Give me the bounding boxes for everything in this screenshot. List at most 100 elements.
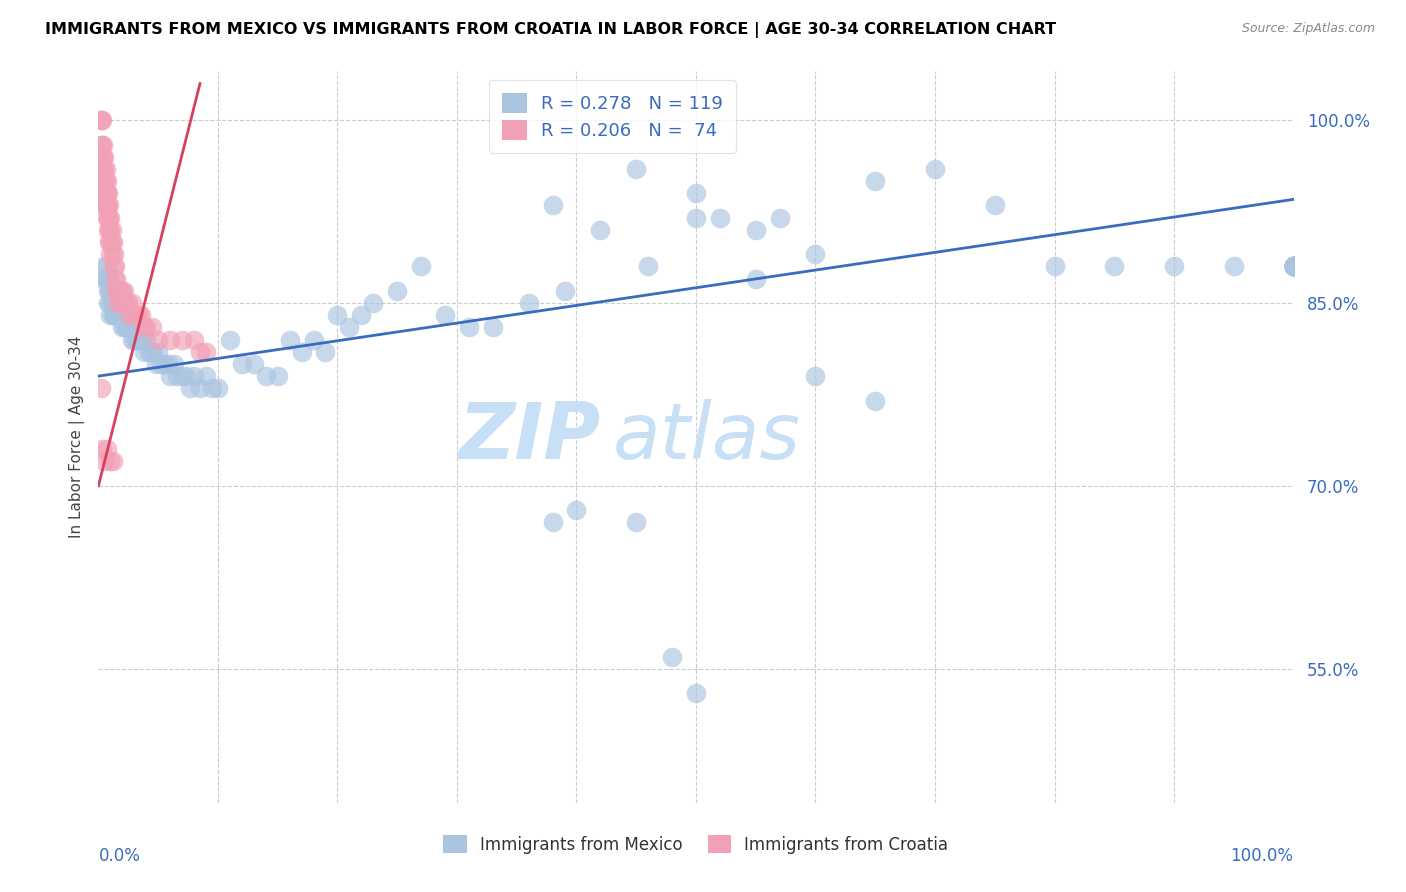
Point [111,320,134,334]
Point [127,333,149,347]
Point [685,186,707,201]
Point [124,308,146,322]
Point [107,284,129,298]
Point [93,150,115,164]
Point [110,284,132,298]
Point [90,381,112,395]
Point [110,308,132,322]
Point [107,284,129,298]
Point [166,369,188,384]
Point [1282,260,1305,274]
Point [98,308,122,322]
Point [1282,260,1305,274]
Point [93,271,115,285]
Point [188,381,211,395]
Point [91,186,114,201]
Point [458,320,481,334]
Point [107,308,129,322]
Point [1282,260,1305,274]
Point [125,333,148,347]
Point [105,308,128,322]
Point [118,320,141,334]
Point [924,161,946,176]
Point [163,357,186,371]
Y-axis label: In Labor Force | Age 30-34: In Labor Force | Age 30-34 [69,335,84,539]
Point [1282,260,1305,274]
Point [98,454,122,468]
Point [98,296,122,310]
Point [1104,260,1126,274]
Point [148,333,170,347]
Point [91,150,114,164]
Point [97,198,120,212]
Point [768,211,790,225]
Point [114,308,136,322]
Legend: Immigrants from Mexico, Immigrants from Croatia: Immigrants from Mexico, Immigrants from … [437,829,955,860]
Point [139,344,162,359]
Point [156,357,179,371]
Point [103,296,125,310]
Point [132,320,155,334]
Point [97,296,120,310]
Point [267,369,290,384]
Point [100,223,122,237]
Point [685,211,707,225]
Point [98,223,121,237]
Point [1282,260,1305,274]
Point [91,198,114,212]
Point [115,320,138,334]
Point [131,308,153,322]
Point [115,296,138,310]
Point [96,198,118,212]
Point [121,296,143,310]
Point [1282,260,1305,274]
Point [411,260,433,274]
Point [709,211,731,225]
Point [1282,260,1305,274]
Text: atlas: atlas [613,399,800,475]
Point [1282,260,1305,274]
Point [98,223,122,237]
Text: Source: ZipAtlas.com: Source: ZipAtlas.com [1241,22,1375,36]
Point [108,296,131,310]
Point [541,516,564,530]
Point [1282,260,1305,274]
Point [219,333,242,347]
Point [128,308,150,322]
Point [97,284,120,298]
Point [159,333,181,347]
Point [97,211,120,225]
Point [94,174,117,188]
Point [385,284,409,298]
Point [1163,260,1185,274]
Point [132,344,155,359]
Point [96,186,118,201]
Point [326,308,349,322]
Point [101,308,124,322]
Point [1282,260,1305,274]
Point [1282,260,1305,274]
Point [1043,260,1066,274]
Point [93,161,115,176]
Point [96,271,118,285]
Point [1282,260,1305,274]
Point [101,235,124,249]
Point [90,113,112,128]
Point [103,308,125,322]
Point [172,333,194,347]
Point [98,271,121,285]
Point [91,150,114,164]
Point [90,113,112,128]
Point [1282,260,1305,274]
Point [115,296,138,310]
Point [117,308,139,322]
Point [195,369,218,384]
Point [105,271,128,285]
Point [1282,260,1305,274]
Point [201,381,224,395]
Point [141,320,163,334]
Point [865,174,887,188]
Point [131,333,153,347]
Point [1282,260,1305,274]
Point [93,454,115,468]
